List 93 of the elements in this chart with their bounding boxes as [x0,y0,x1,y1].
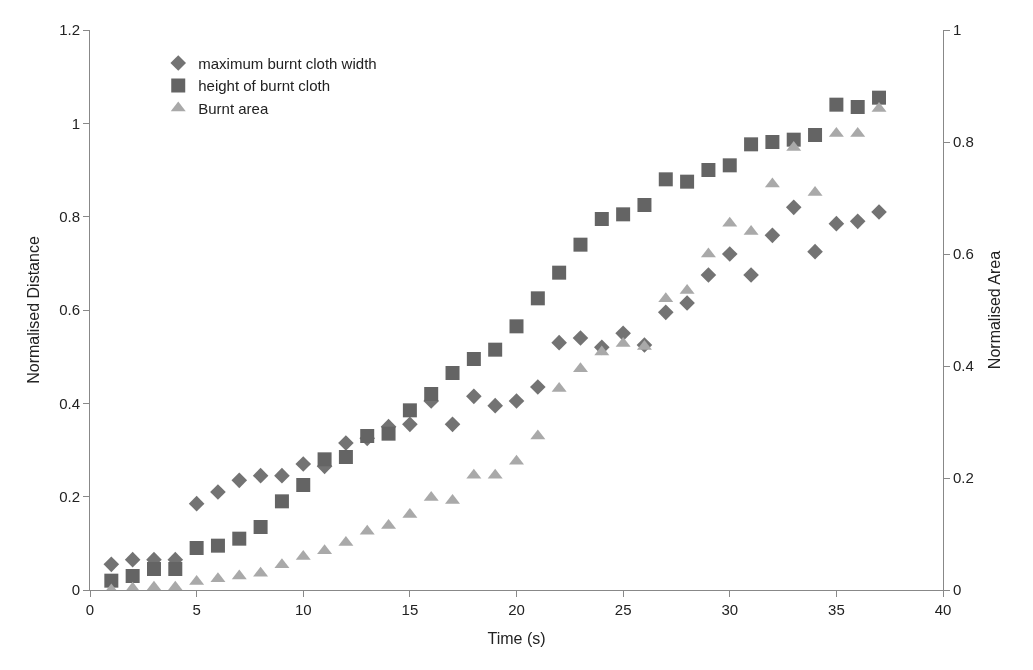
point [274,467,290,484]
y-tick-label: 0 [71,581,80,599]
point [487,397,503,414]
y2-tick-label: 0.8 [953,133,974,151]
point [573,237,588,252]
x-tick-label: 10 [294,601,312,618]
y-tick-label: 1 [71,114,80,132]
y2-tick-label: 1 [953,21,962,39]
point [616,207,631,222]
point [657,304,674,321]
point [402,403,417,418]
point [872,90,887,105]
point [637,198,652,212]
point [680,174,695,189]
point [508,393,525,409]
point [679,295,695,311]
point [785,199,802,216]
y2-axis-title: Normalised Area [985,250,1003,370]
point [253,520,268,534]
point [125,569,140,583]
legend-label: height of burnt cloth [198,77,331,95]
y-axis-title: Normalised Distance [25,236,43,384]
point [743,267,759,283]
point [721,246,738,262]
point [189,541,204,555]
point [615,325,631,342]
x-axis-title: Time (s) [487,629,546,647]
point [744,137,759,152]
y2-tick-label: 0 [953,581,962,599]
point [124,551,141,568]
point [402,416,418,433]
point [850,100,865,114]
point [146,562,161,576]
y2-tick-label: 0.2 [953,469,974,487]
x-tick-label: 20 [508,601,525,618]
point [594,212,609,226]
point [849,213,866,230]
y2-tick-label: 0.4 [953,357,974,375]
point [103,556,120,573]
point [829,97,844,112]
point [338,450,353,464]
point [466,388,482,405]
point [381,426,396,441]
y2-tick-label: 0.6 [953,245,974,263]
point [764,227,781,244]
point [551,334,567,351]
x-tick-label: 0 [85,601,95,618]
point [530,291,545,306]
point [232,531,247,546]
x-tick-label: 25 [614,601,632,618]
x-tick-label: 30 [721,601,739,618]
point [317,452,332,467]
legend-label: maximum burnt cloth width [198,54,377,72]
y-tick-label: 0.4 [59,394,80,412]
x-tick-label: 15 [401,601,419,618]
point [658,172,673,187]
point [488,342,503,357]
legend-label: Burnt area [198,99,269,117]
point [572,330,589,346]
point [210,538,225,553]
x-tick-label: 5 [192,601,201,618]
point [808,128,823,142]
point [296,478,311,492]
point [252,467,269,484]
x-tick-label: 40 [934,601,952,618]
point [104,573,119,588]
point [444,416,461,433]
point [807,243,823,260]
point [871,204,887,220]
point [295,456,312,472]
point [424,387,439,401]
point [466,352,481,366]
point [722,158,737,173]
point [231,472,248,489]
y-tick-label: 1.2 [59,21,80,39]
point [765,135,780,149]
y-tick-label: 0.2 [59,487,80,505]
point [445,366,460,380]
point [701,163,716,177]
point [168,562,183,576]
y-tick-label: 0.8 [59,207,80,225]
point [338,435,354,451]
point [552,265,567,280]
point [188,495,205,512]
point [509,319,524,334]
point [274,494,289,509]
point [210,484,226,500]
x-tick-label: 35 [828,601,845,618]
point [360,429,375,443]
point [828,215,845,232]
point [700,267,717,283]
point [530,379,546,395]
y-tick-label: 0.6 [59,301,80,319]
